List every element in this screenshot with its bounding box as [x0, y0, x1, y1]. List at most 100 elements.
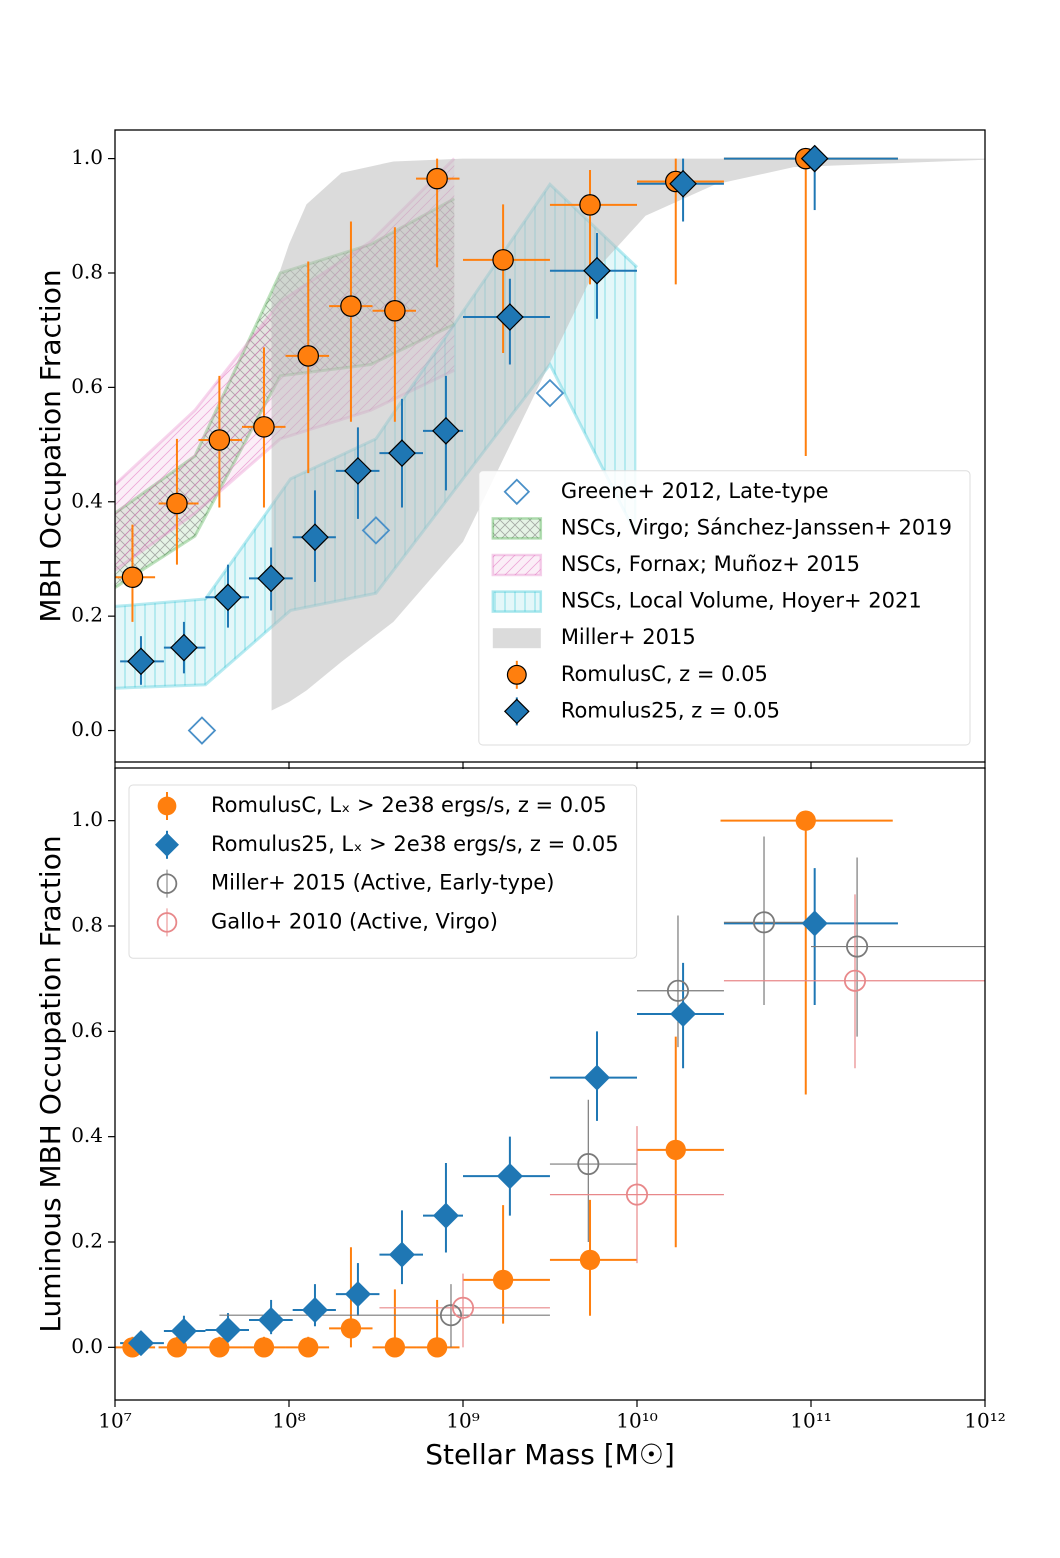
point: [535, 378, 565, 408]
legend-marker: [503, 478, 531, 506]
point: [665, 1139, 686, 1160]
point: [426, 1337, 448, 1358]
point: [439, 1304, 463, 1327]
point: [297, 345, 319, 367]
point: [384, 1337, 406, 1358]
point: [166, 1337, 188, 1358]
point: [166, 492, 188, 515]
legend-label: Romulus25, z = 0.05: [561, 698, 780, 722]
y-tick-label: 0.8: [71, 259, 103, 283]
point: [492, 1269, 514, 1291]
y-tick-label: 0.6: [71, 1018, 103, 1042]
point: [187, 716, 217, 745]
point: [361, 516, 391, 545]
legend-swatch: [491, 553, 543, 577]
legend-marker: [157, 796, 177, 816]
legend-marker: [506, 664, 527, 685]
point: [257, 564, 285, 593]
point: [384, 299, 406, 322]
legend-label: Miller+ 2015: [561, 625, 696, 649]
x-tick-label: 10⁸: [272, 1409, 305, 1433]
point: [795, 810, 816, 831]
y-tick-label: 0.2: [71, 1229, 103, 1253]
point: [669, 169, 697, 198]
point: [426, 167, 448, 190]
point: [670, 1000, 697, 1027]
point: [496, 303, 524, 331]
point: [301, 523, 329, 552]
point: [344, 457, 372, 485]
legend-label: NSCs, Local Volume, Hoyer+ 2021: [561, 589, 922, 613]
y-tick-label: 0.4: [71, 488, 103, 512]
point: [127, 1330, 154, 1357]
legend-label: RomulusC, z = 0.05: [561, 662, 768, 686]
x-tick-label: 10⁷: [98, 1409, 131, 1433]
point: [301, 1296, 328, 1323]
y-tick-label: 0.4: [71, 1123, 103, 1147]
point: [209, 1337, 230, 1358]
legend-swatch: [492, 628, 541, 649]
legend-marker: [156, 912, 178, 933]
y-tick-label: 1.0: [71, 807, 103, 831]
legend-swatch: [491, 517, 543, 540]
point: [340, 1318, 362, 1339]
y-tick-label: 0.2: [71, 603, 103, 627]
point: [298, 1337, 319, 1358]
point: [253, 1337, 275, 1358]
legend-box: [478, 470, 971, 746]
point: [214, 583, 242, 612]
legend-label: NSCs, Fornax; Muñoz+ 2015: [561, 552, 860, 576]
point: [584, 1064, 611, 1091]
point: [344, 1281, 371, 1308]
point: [666, 979, 690, 1002]
legend-marker: [503, 698, 530, 725]
y-axis-label: Luminous MBH Occupation Fraction: [34, 835, 67, 1332]
axes-frame: [114, 767, 986, 1401]
point: [577, 1153, 600, 1176]
legend-label: Gallo+ 2010 (Active, Virgo): [211, 909, 498, 933]
point: [801, 910, 828, 937]
point: [496, 1163, 523, 1190]
point: [121, 566, 144, 589]
point: [492, 249, 514, 271]
point: [388, 1241, 415, 1268]
legend-box: [128, 784, 638, 959]
legend-marker: [156, 873, 178, 894]
point: [170, 633, 198, 662]
y-tick-label: 0.6: [71, 374, 103, 398]
point: [579, 194, 601, 216]
x-tick-label: 10¹¹: [790, 1409, 831, 1433]
point: [843, 969, 867, 992]
x-tick-label: 10¹²: [964, 1409, 1005, 1433]
y-tick-label: 1.0: [71, 145, 103, 169]
y-axis-label: MBH Occupation Fraction: [34, 269, 67, 622]
point: [846, 935, 869, 958]
point: [451, 1296, 475, 1319]
panel: 0.0 0.2 0.4 0.6 0.8 1.0 10⁷ 10⁸ 10⁹ 10¹⁰ 10¹¹ 10¹² L…: [34, 767, 1006, 1471]
legend-swatch: [491, 590, 543, 613]
legend-label: Romulus25, Lₓ > 2e38 ergs/s, z = 0.05: [211, 832, 619, 856]
point: [127, 647, 155, 676]
y-tick-label: 0.8: [71, 913, 103, 937]
legend-label: Miller+ 2015 (Active, Early-type): [211, 871, 554, 895]
point: [340, 295, 362, 317]
legend-label: RomulusC, Lₓ > 2e38 ergs/s, z = 0.05: [211, 793, 607, 817]
point: [579, 1249, 601, 1271]
point: [800, 144, 829, 173]
point: [752, 911, 776, 934]
x-axis-label: Stellar Mass [M☉]: [425, 1438, 675, 1471]
point: [583, 256, 611, 285]
point: [625, 1183, 649, 1206]
axes-frame: [114, 129, 986, 763]
point: [214, 1316, 241, 1343]
point: [258, 1306, 285, 1333]
point: [170, 1318, 197, 1345]
y-tick-label: 0.0: [71, 1334, 103, 1358]
x-tick-label: 10⁹: [446, 1409, 479, 1433]
legend-marker: [155, 832, 179, 857]
point: [388, 439, 416, 467]
x-tick-label: 10¹⁰: [616, 1409, 657, 1433]
legend-label: Greene+ 2012, Late-type: [561, 479, 829, 503]
point: [208, 429, 231, 451]
